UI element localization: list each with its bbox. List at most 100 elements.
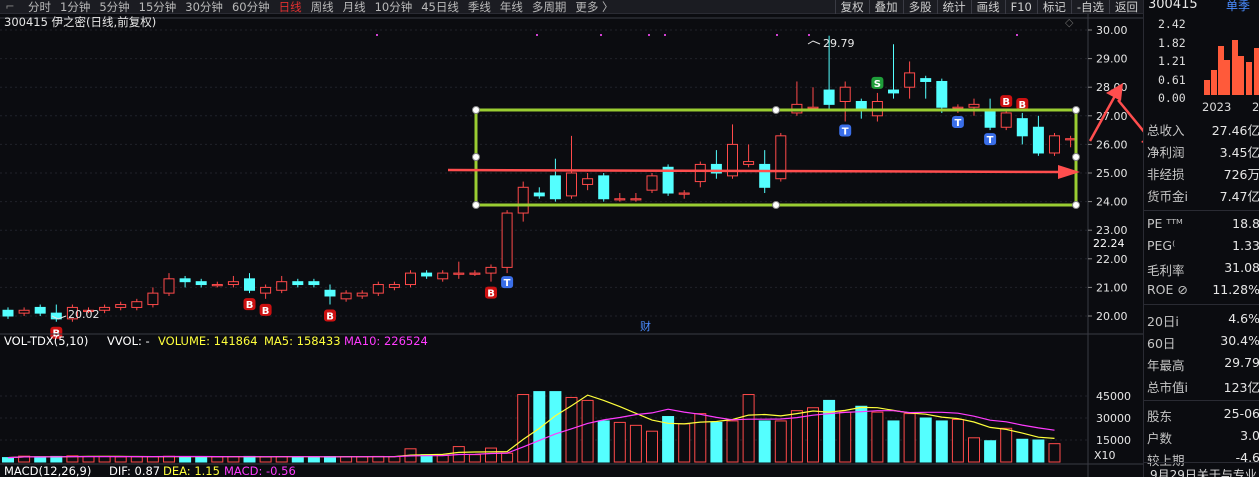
fin-row[interactable]: 总市值i 123亿 [1147, 377, 1259, 399]
toolbar-button[interactable]: 标记 [1036, 0, 1071, 14]
volume-bar [356, 456, 369, 463]
fin-value: 123亿 [1223, 380, 1259, 395]
mini-chart-tick: 2.42 [1158, 17, 1186, 31]
fin-row[interactable]: 货币金i 7.47亿 [1147, 186, 1259, 208]
candle-body [260, 286, 272, 294]
event-dot [776, 34, 778, 36]
candle-body [662, 166, 674, 194]
candle-body [99, 306, 111, 311]
chart-area[interactable]: 300415 伊之密(日线,前复权) ◇ 30.00 29.00 28.00 27.0… [0, 14, 1143, 477]
fin-row[interactable]: 户数 3.0 [1147, 428, 1259, 450]
toolbar-button[interactable]: -自选 [1070, 0, 1109, 14]
fin-row[interactable]: 净利润 3.45亿 [1147, 142, 1259, 164]
price-box-annotation[interactable] [472, 106, 1080, 209]
timeframe-tab[interactable]: 10分钟 [374, 0, 413, 14]
toolbar-button[interactable]: 多股 [902, 0, 937, 14]
toolbar-button[interactable]: 统计 [936, 0, 971, 14]
signal-badge[interactable] [1000, 95, 1013, 108]
news-headline[interactable]: 9月29日关于与专业 [1150, 468, 1257, 477]
timeframe-tab[interactable]: 多周期 [531, 0, 567, 14]
volume-bar [855, 405, 868, 463]
fin-row[interactable]: 非经损 726万 [1147, 164, 1259, 186]
fin-label: 非经损 [1147, 167, 1185, 182]
timeframe-tab[interactable]: 分时 [28, 0, 51, 14]
timeframe-tab[interactable]: 年线 [499, 0, 523, 14]
toolbar-button[interactable]: F10 [1004, 0, 1037, 14]
candle-body [743, 161, 755, 165]
fin-row[interactable]: 60日 30.4% [1147, 333, 1259, 355]
timeframe-tab[interactable]: 15分钟 [138, 0, 177, 14]
signal-badge-letter: T [842, 127, 849, 138]
timeframe-tab[interactable]: 周线 [310, 0, 334, 14]
fin-label: 60日 [1147, 336, 1176, 351]
timeframe-tab[interactable]: 60分钟 [231, 0, 270, 14]
fin-label: 净利润 [1147, 145, 1185, 160]
news-marker[interactable]: 财 [640, 319, 651, 333]
mini-chart-year: 2 [1252, 100, 1259, 114]
price-tick-label: 22.00 [1096, 253, 1128, 266]
fin-label: PEG⁽ [1147, 238, 1176, 253]
diamond-icon[interactable]: ◇ [1065, 16, 1074, 29]
timeframe-tab[interactable]: 月线 [342, 0, 366, 14]
signal-badge[interactable] [1016, 97, 1029, 110]
signal-badge-letter: B [1002, 97, 1010, 108]
volume-bar [34, 456, 47, 463]
fin-row[interactable]: PE ᵀᵀᴹ 18.8 [1147, 216, 1259, 238]
timeframe-tab[interactable]: 5分钟 [99, 0, 130, 14]
mini-bar [1211, 70, 1217, 95]
volume-bar [646, 430, 658, 463]
timeframe-tab[interactable]: 1分钟 [60, 0, 91, 14]
toolbar-button[interactable]: 画线 [970, 0, 1005, 14]
toolbar-button[interactable]: 叠加 [868, 0, 903, 14]
volume-bar [485, 447, 497, 463]
signal-badge[interactable] [243, 298, 256, 311]
fin-row[interactable]: ROE ⊘ 11.28% [1147, 282, 1259, 304]
toolbar-button[interactable]: 复权 [834, 0, 869, 14]
timeframe-tab[interactable]: 日线 [278, 0, 302, 14]
fin-row[interactable]: 年最高 29.79 [1147, 355, 1259, 377]
signal-badge[interactable] [501, 276, 514, 289]
volume-bar [823, 399, 836, 463]
fin-row[interactable]: 较上期 -4.6 [1147, 450, 1259, 472]
signal-badge[interactable] [259, 303, 272, 316]
vvol-value: VVOL: - [107, 334, 150, 348]
signal-badge[interactable] [951, 115, 964, 128]
signal-badge[interactable] [871, 76, 884, 89]
candle-body [1000, 112, 1012, 128]
signal-badge[interactable] [839, 124, 852, 137]
volume-bar [742, 394, 755, 463]
signal-badge[interactable] [324, 309, 336, 322]
fin-row[interactable]: PEG⁽ 1.33 [1147, 238, 1259, 260]
candle-body [646, 175, 658, 191]
volume-bar [613, 421, 626, 463]
fin-value: -4.6 [1235, 450, 1259, 465]
quarter-toggle-button[interactable]: 单季 [1226, 0, 1251, 13]
volume-bar [2, 457, 14, 463]
signal-badge[interactable] [50, 326, 63, 339]
signal-badge[interactable] [485, 286, 497, 299]
sidebar-divider [1144, 400, 1259, 401]
fin-value: 25-06 [1223, 406, 1259, 421]
timeframe-tabs: 分时 1分钟 5分钟 15分钟 30分钟 60分钟 日线 周线 月线 10分钟 45日线 季线 年线 多周… [28, 0, 614, 14]
dif-value: DIF: 0.87 [109, 464, 160, 477]
fin-row[interactable]: 总收入 27.46亿 [1147, 120, 1259, 142]
candle-body [179, 278, 191, 283]
fin-row[interactable]: 股东 25-06 [1147, 406, 1259, 428]
timeframe-tab[interactable]: 30分钟 [185, 0, 223, 14]
back-arrow-icon[interactable]: ⌐ [5, 0, 15, 13]
fin-row[interactable]: 毛利率 31.08 [1147, 260, 1259, 282]
volume-bar [307, 456, 320, 463]
timeframe-tab[interactable]: 更多 〉 [575, 0, 614, 14]
timeframe-tab[interactable]: 45日线 [421, 0, 459, 14]
fin-row[interactable]: 20日i 4.6% [1147, 311, 1259, 333]
volume-bar [436, 454, 449, 463]
price-tick-label: 30.00 [1096, 24, 1128, 37]
candles [2, 35, 1077, 322]
arrow-annotations[interactable] [447, 14, 1143, 179]
signal-badge[interactable] [984, 133, 997, 146]
volume-bar [533, 391, 546, 463]
toolbar-button[interactable]: 返回 [1109, 0, 1143, 14]
mini-bar [1246, 62, 1252, 95]
fin-label: 较上期 [1147, 453, 1185, 468]
timeframe-tab[interactable]: 季线 [467, 0, 491, 14]
